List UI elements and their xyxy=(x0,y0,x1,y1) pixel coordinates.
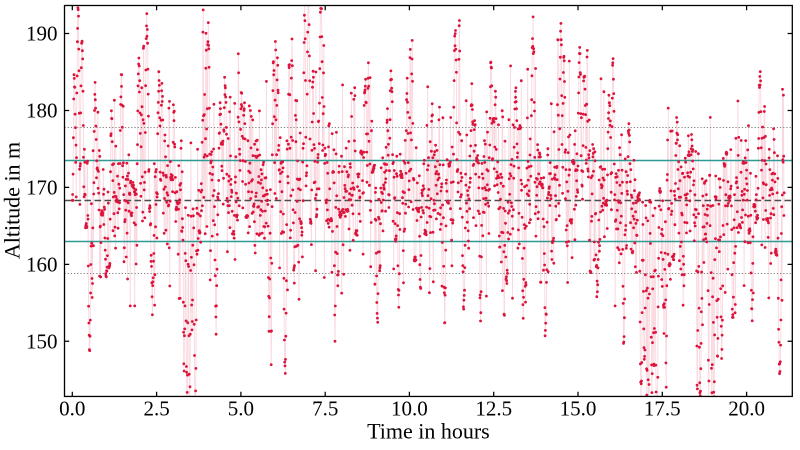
svg-text:20.0: 20.0 xyxy=(728,397,765,421)
svg-text:180: 180 xyxy=(26,99,58,123)
svg-text:12.5: 12.5 xyxy=(475,397,512,421)
svg-text:170: 170 xyxy=(26,175,58,199)
svg-text:7.5: 7.5 xyxy=(312,397,338,421)
svg-text:15.0: 15.0 xyxy=(560,397,597,421)
svg-text:0.0: 0.0 xyxy=(59,397,85,421)
svg-text:160: 160 xyxy=(26,252,58,276)
svg-text:Altitude in m: Altitude in m xyxy=(0,142,25,259)
svg-text:17.5: 17.5 xyxy=(644,397,681,421)
svg-text:190: 190 xyxy=(26,22,58,46)
svg-text:10.0: 10.0 xyxy=(391,397,428,421)
svg-text:Time in hours: Time in hours xyxy=(367,419,490,444)
svg-text:2.5: 2.5 xyxy=(143,397,169,421)
svg-text:150: 150 xyxy=(26,329,58,353)
svg-text:5.0: 5.0 xyxy=(228,397,254,421)
